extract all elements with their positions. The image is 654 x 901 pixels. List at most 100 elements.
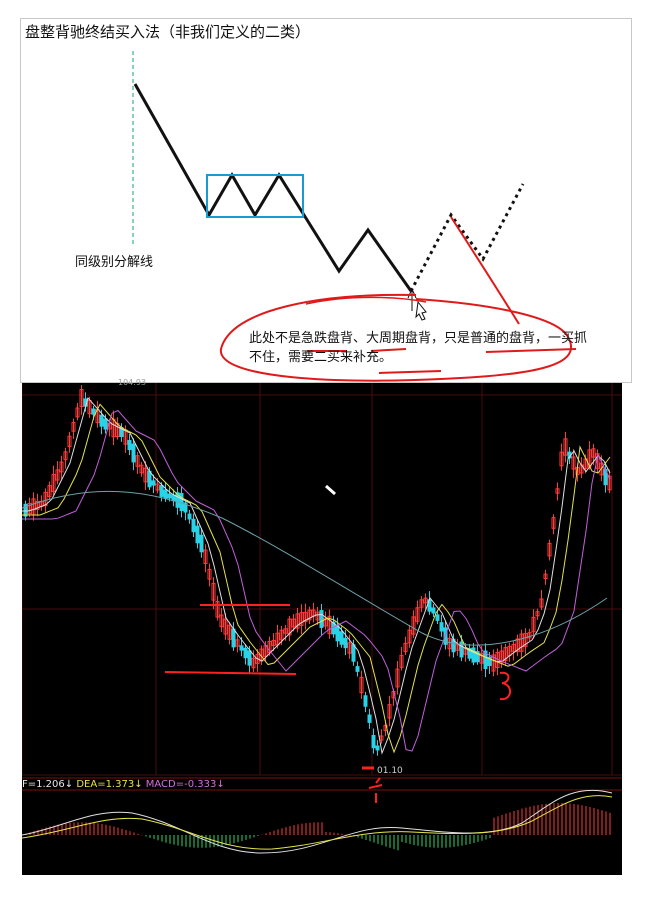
candle [131, 443, 136, 463]
candle [459, 641, 464, 658]
candle [231, 628, 236, 648]
candle [571, 456, 576, 470]
candle [127, 439, 132, 451]
candle [287, 618, 292, 636]
candle [475, 650, 480, 663]
diagram-title: 盘整背驰终结买入法（非我们定义的二类） [25, 23, 311, 41]
candle [219, 614, 224, 628]
candle [351, 644, 356, 662]
candle [239, 645, 244, 651]
candle [147, 470, 152, 488]
candle [543, 573, 548, 579]
annotation-stroke [450, 216, 520, 325]
candle [207, 568, 212, 580]
price-high-label: 104.93 [118, 378, 146, 387]
candle [483, 650, 488, 670]
candle [527, 632, 532, 639]
candle [555, 488, 560, 494]
candle [551, 517, 556, 529]
candle [151, 480, 156, 486]
candle [515, 638, 520, 653]
candle [43, 491, 48, 507]
mouse-cursor-icon [325, 484, 336, 496]
candle [363, 695, 368, 707]
candle [403, 642, 408, 653]
candle [411, 616, 416, 635]
candle [271, 640, 276, 646]
macd-readout: F=1.206↓ DEA=1.373↓ MACD=-0.333↓ [22, 779, 225, 790]
candle [407, 629, 412, 644]
candle [283, 628, 288, 634]
candle [247, 650, 252, 666]
ma-line-purple [22, 409, 611, 752]
candle [179, 492, 184, 512]
ma-line-yellow [22, 403, 611, 754]
price-path [133, 83, 413, 292]
candle [195, 525, 200, 544]
candle [191, 518, 196, 533]
candle [227, 624, 232, 640]
buy-mark-2 [499, 671, 511, 701]
candle [439, 622, 444, 632]
candle [163, 489, 168, 499]
underline-3 [485, 348, 577, 353]
candle [379, 735, 384, 741]
candle [399, 654, 404, 668]
kline-chart[interactable]: 104.93 01.10 F=1.206↓ DEA=1.373↓ MACD=-0… [22, 378, 622, 875]
candle [367, 714, 372, 723]
candle [67, 435, 72, 447]
candle [135, 455, 140, 467]
candle [335, 624, 340, 642]
candle [319, 610, 324, 628]
candle [291, 618, 296, 628]
candle [235, 639, 240, 647]
candle [479, 652, 484, 664]
candle [471, 647, 476, 663]
candle [59, 461, 64, 473]
divider-label: 同级别分解线 [75, 255, 154, 270]
candle [55, 469, 60, 481]
consolidation-box [206, 174, 304, 218]
candle [103, 418, 108, 430]
candle [467, 648, 472, 659]
candle [559, 451, 564, 467]
pattern-drawing [132, 51, 577, 382]
candle [323, 617, 328, 627]
underline-2 [370, 348, 407, 352]
candle [155, 483, 160, 491]
candle [307, 609, 312, 621]
candle [299, 612, 304, 626]
candle [523, 633, 528, 647]
candle [35, 500, 40, 510]
dif-line [22, 789, 613, 854]
support-line-2 [164, 671, 297, 675]
candle [243, 647, 248, 659]
candle [303, 611, 308, 623]
candle [91, 408, 96, 415]
candle [187, 513, 192, 520]
candle [171, 494, 176, 502]
kline-drawing [22, 383, 622, 854]
candle [315, 611, 320, 621]
diagram-note: 此处不是急跌盘背、大周期盘背，只是普通的盘背，一买抓不住，需要二买来补充。 [249, 331, 588, 365]
candle [203, 549, 208, 564]
candle [63, 451, 68, 461]
candle [607, 475, 612, 491]
candle [47, 485, 52, 497]
candle [539, 598, 544, 608]
candle [267, 640, 272, 654]
candle [491, 654, 496, 672]
candle [347, 642, 352, 654]
candle [359, 676, 364, 694]
candle [547, 542, 552, 557]
candle [87, 400, 92, 415]
candle [79, 389, 84, 407]
candle [71, 422, 76, 432]
dif-value: F=1.206↓ [22, 779, 74, 790]
underline-4 [378, 370, 442, 374]
candle [535, 611, 540, 617]
candle [519, 633, 524, 652]
candle [415, 607, 420, 622]
candle [75, 407, 80, 418]
dea-line [22, 795, 613, 850]
